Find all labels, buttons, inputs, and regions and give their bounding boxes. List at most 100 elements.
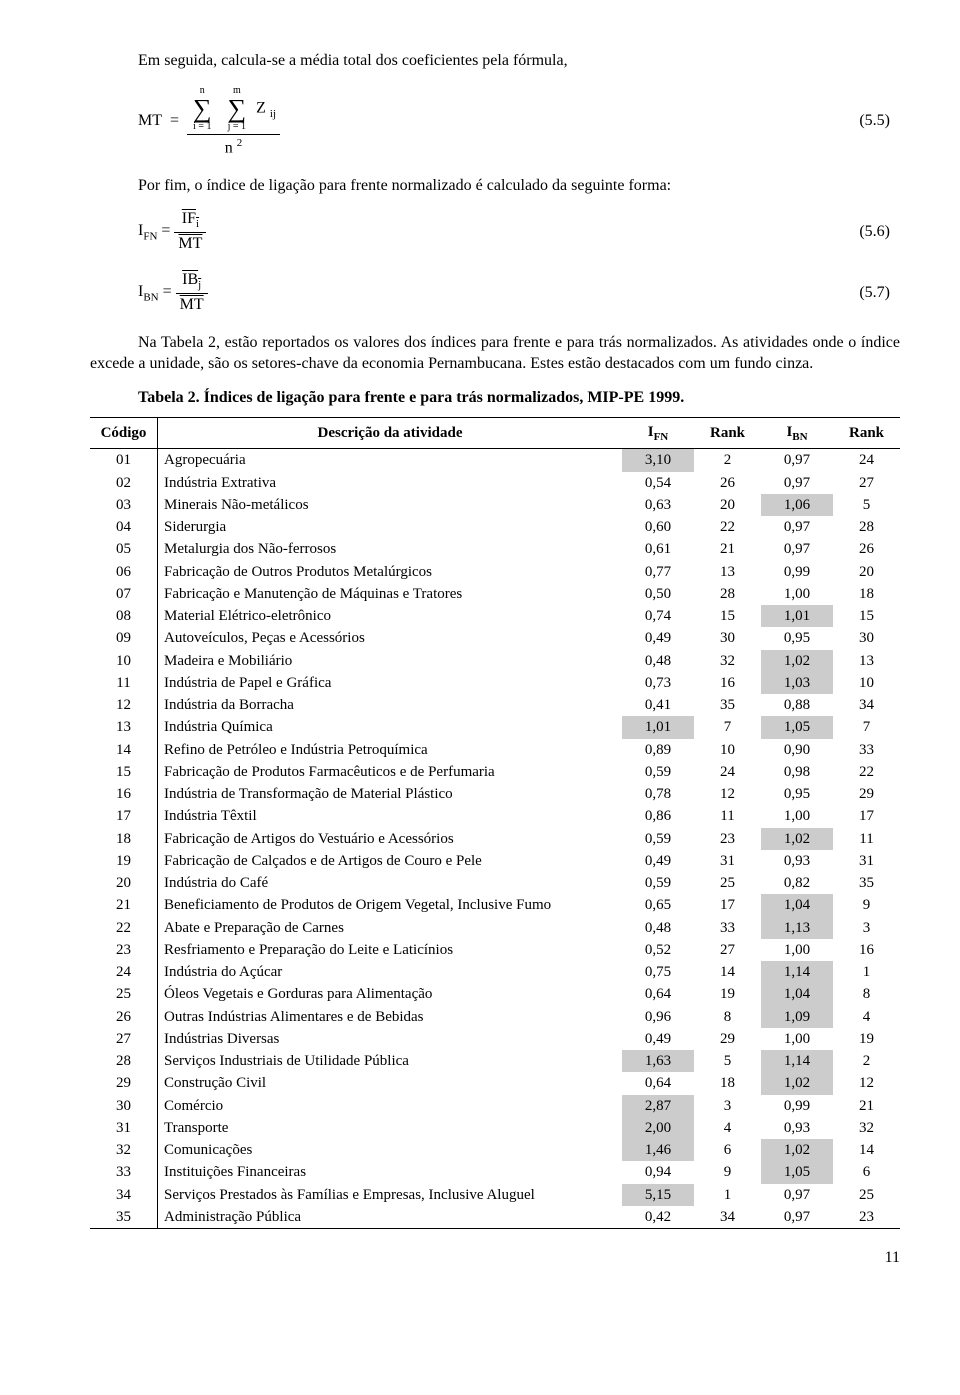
cell-rank-ibn: 11: [833, 828, 900, 850]
cell-desc: Fabricação e Manutenção de Máquinas e Tr…: [158, 583, 623, 605]
cell-ifn: 0,73: [622, 672, 694, 694]
cell-code: 24: [90, 961, 158, 983]
cell-ibn: 0,95: [761, 783, 833, 805]
cell-desc: Transporte: [158, 1117, 623, 1139]
cell-rank-ifn: 15: [694, 605, 761, 627]
cell-ibn: 1,01: [761, 605, 833, 627]
cell-rank-ibn: 17: [833, 805, 900, 827]
cell-rank-ibn: 35: [833, 872, 900, 894]
cell-desc: Comunicações: [158, 1139, 623, 1161]
cell-rank-ibn: 18: [833, 583, 900, 605]
table-row: 26Outras Indústrias Alimentares e de Beb…: [90, 1006, 900, 1028]
cell-ifn: 0,59: [622, 828, 694, 850]
cell-ifn: 0,59: [622, 761, 694, 783]
table-row: 21Beneficiamento de Produtos de Origem V…: [90, 894, 900, 916]
cell-rank-ifn: 34: [694, 1206, 761, 1229]
cell-rank-ibn: 27: [833, 472, 900, 494]
cell-rank-ifn: 22: [694, 516, 761, 538]
cell-rank-ifn: 13: [694, 561, 761, 583]
cell-rank-ibn: 30: [833, 627, 900, 649]
cell-code: 25: [90, 983, 158, 1005]
cell-ibn: 1,04: [761, 983, 833, 1005]
cell-code: 02: [90, 472, 158, 494]
cell-ifn: 0,89: [622, 739, 694, 761]
cell-ibn: 0,97: [761, 538, 833, 560]
cell-ibn: 0,88: [761, 694, 833, 716]
cell-code: 03: [90, 494, 158, 516]
table-row: 22Abate e Preparação de Carnes0,48331,13…: [90, 917, 900, 939]
table-row: 16Indústria de Transformação de Material…: [90, 783, 900, 805]
cell-desc: Construção Civil: [158, 1072, 623, 1094]
cell-code: 07: [90, 583, 158, 605]
cell-ifn: 2,87: [622, 1095, 694, 1117]
cell-ifn: 0,75: [622, 961, 694, 983]
cell-code: 29: [90, 1072, 158, 1094]
table-row: 25Óleos Vegetais e Gorduras para Aliment…: [90, 983, 900, 1005]
cell-ibn: 0,99: [761, 1095, 833, 1117]
cell-desc: Óleos Vegetais e Gorduras para Alimentaç…: [158, 983, 623, 1005]
cell-code: 05: [90, 538, 158, 560]
cell-desc: Abate e Preparação de Carnes: [158, 917, 623, 939]
cell-rank-ibn: 25: [833, 1184, 900, 1206]
cell-rank-ibn: 4: [833, 1006, 900, 1028]
cell-rank-ibn: 12: [833, 1072, 900, 1094]
table-row: 04Siderurgia0,60220,9728: [90, 516, 900, 538]
cell-ifn: 1,01: [622, 716, 694, 738]
cell-rank-ibn: 6: [833, 1161, 900, 1183]
cell-desc: Beneficiamento de Produtos de Origem Veg…: [158, 894, 623, 916]
cell-ibn: 1,14: [761, 961, 833, 983]
th-rank1: Rank: [694, 417, 761, 449]
cell-desc: Indústria Química: [158, 716, 623, 738]
table-row: 29Construção Civil0,64181,0212: [90, 1072, 900, 1094]
cell-ibn: 1,03: [761, 672, 833, 694]
cell-ifn: 0,49: [622, 850, 694, 872]
equation-5-5: MT = n∑i = 1 m∑j = 1 Z ij n 2 (5.5): [90, 86, 900, 157]
cell-rank-ifn: 31: [694, 850, 761, 872]
table-indices: Código Descrição da atividade IFN Rank I…: [90, 417, 900, 1230]
cell-ifn: 0,77: [622, 561, 694, 583]
cell-ibn: 0,98: [761, 761, 833, 783]
cell-rank-ifn: 16: [694, 672, 761, 694]
cell-code: 32: [90, 1139, 158, 1161]
equation-5-6: IFN = IFi MT (5.6): [90, 210, 900, 253]
cell-ifn: 0,65: [622, 894, 694, 916]
table-row: 10Madeira e Mobiliário0,48321,0213: [90, 650, 900, 672]
table-row: 32Comunicações1,4661,0214: [90, 1139, 900, 1161]
th-desc: Descrição da atividade: [158, 417, 623, 449]
table-row: 23Resfriamento e Preparação do Leite e L…: [90, 939, 900, 961]
cell-rank-ifn: 32: [694, 650, 761, 672]
cell-rank-ibn: 32: [833, 1117, 900, 1139]
cell-rank-ibn: 24: [833, 449, 900, 472]
cell-ibn: 0,93: [761, 1117, 833, 1139]
cell-code: 08: [90, 605, 158, 627]
cell-ibn: 1,02: [761, 828, 833, 850]
table-row: 05Metalurgia dos Não-ferrosos0,61210,972…: [90, 538, 900, 560]
table-row: 13Indústria Química1,0171,057: [90, 716, 900, 738]
cell-desc: Indústrias Diversas: [158, 1028, 623, 1050]
cell-rank-ibn: 34: [833, 694, 900, 716]
cell-desc: Madeira e Mobiliário: [158, 650, 623, 672]
cell-rank-ifn: 1: [694, 1184, 761, 1206]
cell-ibn: 1,00: [761, 583, 833, 605]
cell-code: 18: [90, 828, 158, 850]
cell-rank-ifn: 20: [694, 494, 761, 516]
table-row: 17Indústria Têxtil0,86111,0017: [90, 805, 900, 827]
cell-rank-ibn: 3: [833, 917, 900, 939]
cell-desc: Refino de Petróleo e Indústria Petroquím…: [158, 739, 623, 761]
table-row: 01Agropecuária3,1020,9724: [90, 449, 900, 472]
cell-code: 35: [90, 1206, 158, 1229]
cell-ifn: 0,59: [622, 872, 694, 894]
cell-desc: Administração Pública: [158, 1206, 623, 1229]
cell-desc: Fabricação de Artigos do Vestuário e Ace…: [158, 828, 623, 850]
cell-desc: Indústria do Açúcar: [158, 961, 623, 983]
table-row: 19Fabricação de Calçados e de Artigos de…: [90, 850, 900, 872]
cell-rank-ifn: 33: [694, 917, 761, 939]
cell-rank-ifn: 6: [694, 1139, 761, 1161]
cell-rank-ifn: 3: [694, 1095, 761, 1117]
cell-ibn: 0,97: [761, 472, 833, 494]
cell-rank-ibn: 20: [833, 561, 900, 583]
table-row: 06Fabricação de Outros Produtos Metalúrg…: [90, 561, 900, 583]
cell-rank-ifn: 35: [694, 694, 761, 716]
cell-ifn: 0,94: [622, 1161, 694, 1183]
cell-ifn: 5,15: [622, 1184, 694, 1206]
